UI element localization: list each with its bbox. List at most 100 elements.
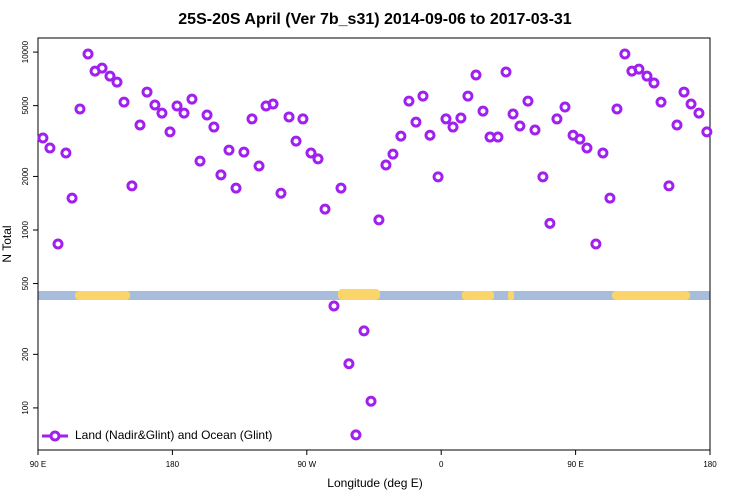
- point: [641, 70, 653, 82]
- point: [111, 76, 123, 88]
- point: [96, 62, 108, 74]
- point: [126, 180, 138, 192]
- point: [104, 70, 116, 82]
- point: [455, 112, 467, 124]
- point: [275, 187, 287, 199]
- point: [424, 129, 436, 141]
- point: [432, 171, 444, 183]
- point: [238, 146, 250, 158]
- land-patch: [612, 291, 690, 300]
- point: [358, 325, 370, 337]
- point: [633, 63, 645, 75]
- land-patch: [338, 289, 380, 300]
- point: [328, 300, 340, 312]
- point: [462, 90, 474, 102]
- point: [201, 109, 213, 121]
- y-tick-label: 10000: [21, 40, 30, 63]
- point: [604, 192, 616, 204]
- point: [685, 98, 697, 110]
- point: [365, 395, 377, 407]
- point: [440, 113, 452, 125]
- point: [343, 358, 355, 370]
- point: [693, 107, 705, 119]
- point: [319, 203, 331, 215]
- chart-title: 25S-20S April (Ver 7b_s31) 2014-09-06 to…: [178, 11, 572, 28]
- point: [590, 238, 602, 250]
- point: [544, 217, 556, 229]
- point: [574, 133, 586, 145]
- point: [537, 171, 549, 183]
- point: [522, 95, 534, 107]
- point: [290, 135, 302, 147]
- x-tick-label: 180: [703, 460, 717, 469]
- x-tick-label: 90 E: [567, 460, 583, 469]
- series: [37, 48, 713, 441]
- point: [671, 119, 683, 131]
- point: [417, 90, 429, 102]
- point: [701, 126, 713, 138]
- surface-strip: [38, 289, 710, 300]
- land-patch: [508, 291, 514, 300]
- point: [82, 48, 94, 60]
- legend-label: Land (Nadir&Glint) and Ocean (Glint): [75, 428, 272, 442]
- point: [305, 147, 317, 159]
- point: [52, 238, 64, 250]
- point: [477, 105, 489, 117]
- y-tick-label: 500: [21, 276, 30, 290]
- point: [267, 98, 279, 110]
- x-tick-label: 90 E: [30, 460, 46, 469]
- point: [74, 103, 86, 115]
- point: [194, 155, 206, 167]
- point: [178, 107, 190, 119]
- point: [156, 107, 168, 119]
- point: [350, 429, 362, 441]
- point: [619, 48, 631, 60]
- x-tick-label: 180: [166, 460, 180, 469]
- point: [164, 126, 176, 138]
- point: [678, 86, 690, 98]
- point: [559, 101, 571, 113]
- legend-marker: [49, 430, 61, 442]
- point: [387, 148, 399, 160]
- point: [230, 182, 242, 194]
- y-tick-label: 5000: [21, 96, 30, 114]
- point: [403, 95, 415, 107]
- x-tick-label: 90 W: [297, 460, 316, 469]
- land-patch: [462, 291, 494, 300]
- y-axis-label: N Total: [0, 225, 14, 262]
- point: [507, 108, 519, 120]
- point: [655, 96, 667, 108]
- point: [373, 214, 385, 226]
- point: [297, 113, 309, 125]
- point: [551, 113, 563, 125]
- point: [246, 113, 258, 125]
- point: [395, 130, 407, 142]
- point: [118, 96, 130, 108]
- point: [134, 119, 146, 131]
- point: [648, 77, 660, 89]
- point: [208, 121, 220, 133]
- point: [529, 124, 541, 136]
- point: [215, 169, 227, 181]
- point: [37, 132, 49, 144]
- point: [410, 116, 422, 128]
- point: [447, 121, 459, 133]
- point: [611, 103, 623, 115]
- point: [470, 69, 482, 81]
- land-patch: [75, 291, 130, 300]
- point: [253, 160, 265, 172]
- point: [44, 142, 56, 154]
- x-tick-label: 0: [439, 460, 444, 469]
- y-tick-label: 2000: [21, 167, 30, 185]
- point: [283, 111, 295, 123]
- point: [335, 182, 347, 194]
- point: [60, 147, 72, 159]
- x-axis-label: Longitude (deg E): [327, 476, 422, 490]
- point: [171, 100, 183, 112]
- point: [186, 93, 198, 105]
- point: [581, 142, 593, 154]
- point: [66, 192, 78, 204]
- point: [492, 131, 504, 143]
